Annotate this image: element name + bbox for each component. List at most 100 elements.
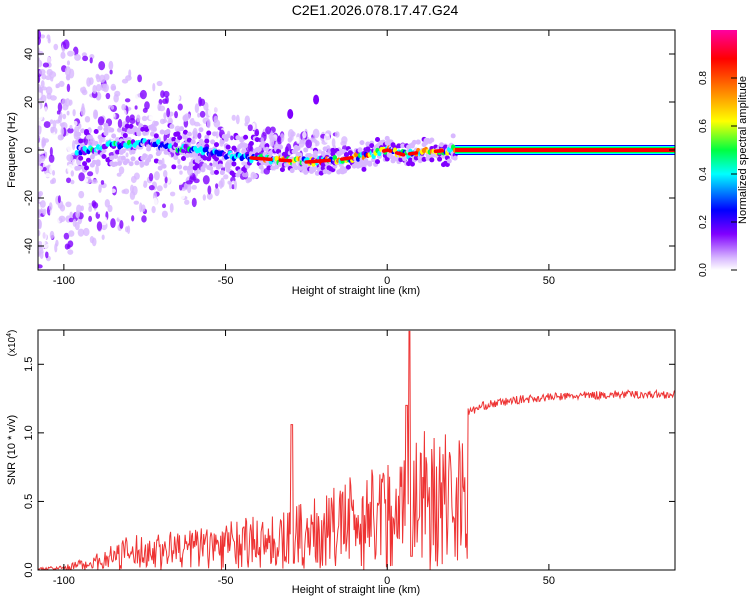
spectrogram-noise-cell [197, 132, 202, 139]
spectrogram-noise-cell [235, 114, 240, 125]
spectrogram-noise-cell [215, 183, 219, 189]
spectrogram-halo-cell [384, 156, 390, 162]
spectrogram-noise-cell [88, 215, 93, 222]
spectrogram-noise-cell [98, 60, 106, 71]
spectrogram-noise-cell [45, 75, 52, 81]
spectrogram-noise-cell [131, 185, 138, 196]
spectrogram-halo-cell [237, 169, 243, 175]
spectrogram-noise-cell [130, 175, 137, 184]
spectrogram-noise-cell [102, 83, 109, 93]
spectrogram-noise-cell [254, 128, 260, 137]
spectrogram-halo-cell [400, 143, 406, 149]
spectrogram-noise-cell [110, 105, 115, 110]
spectrogram-noise-cell [182, 114, 189, 122]
spectrogram-noise-cell [38, 68, 46, 75]
spectrogram-halo-cell [446, 158, 452, 164]
spectrogram-noise-cell [81, 103, 85, 112]
spectrogram-halo-cell [103, 131, 109, 137]
spectrogram-halo-cell [128, 123, 134, 129]
spectrogram-halo-cell [307, 152, 313, 158]
snr-x-tick-label: 0 [384, 575, 390, 587]
spectrogram-noise-cell [40, 200, 46, 208]
spectrogram-noise-cell [227, 112, 232, 118]
spectrogram-noise-cell [197, 112, 201, 118]
spectrogram-halo-cell [116, 160, 122, 166]
spectrogram-noise-cell [178, 190, 186, 200]
spectrogram-noise-cell [170, 91, 175, 98]
spectrogram-halo-cell [440, 153, 446, 159]
spectrogram-noise-cell [114, 90, 121, 97]
spectrogram-noise-cell [69, 155, 74, 162]
spectrogram-halo-cell [124, 158, 130, 164]
spectrogram-halo-cell [217, 163, 223, 169]
spectrogram-peak-cell [349, 155, 354, 160]
spectrogram-halo-cell [239, 142, 245, 148]
colorbar-gradient [711, 30, 737, 270]
spectrogram-halo-cell [76, 131, 82, 137]
spectrogram-halo-cell [177, 164, 183, 170]
spectrogram-halo-cell [173, 154, 179, 160]
spectrogram-noise-cell [52, 106, 58, 117]
spectrogram-noise-cell [57, 195, 61, 204]
spectrogram-noise-cell [277, 136, 282, 143]
spectrogram-noise-cell [118, 215, 124, 220]
spectrogram-noise-cell [61, 146, 67, 155]
spectrogram-noise-cell [129, 114, 135, 121]
spectrogram-noise-cell [152, 197, 158, 207]
spectrogram-noise-cell [159, 118, 166, 125]
spectrogram-noise-cell [87, 171, 94, 177]
spectrogram-halo-cell [312, 153, 318, 159]
spectrogram-y-tick-label: -20 [23, 190, 35, 206]
spectrogram-halo-cell [210, 139, 216, 145]
spectrogram-noise-cell [59, 122, 65, 127]
spectrogram-halo-cell [225, 144, 231, 150]
spectrogram-halo-cell [439, 142, 445, 148]
spectrogram-halo-cell [375, 136, 381, 142]
spectrogram-noise-cell [72, 108, 76, 117]
spectrogram-noise-cell [123, 109, 127, 117]
spectrogram-halo-cell [103, 126, 109, 132]
spectrogram-noise-cell [153, 93, 160, 102]
spectrogram-y-tick-label: -40 [23, 238, 35, 254]
spectrogram-noise-cell [144, 101, 150, 110]
spectrogram-noise-cell [47, 38, 51, 44]
snr-y-scale-exponent: 4 [6, 333, 13, 337]
spectrogram-noise-cell [72, 218, 77, 227]
spectrogram-halo-cell [421, 156, 427, 162]
spectrogram-halo-cell [175, 131, 181, 137]
spectrogram-noise-cell [66, 60, 71, 66]
spectrogram-noise-cell [42, 225, 48, 233]
spectrogram-noise-cell [49, 230, 55, 240]
snr-x-axis: -100 -50 0 50 [53, 330, 555, 587]
spectrogram-noise-cell [213, 119, 221, 128]
spectrogram-noise-cell [42, 167, 47, 172]
spectrogram-halo-cell [116, 127, 122, 133]
spectrogram-noise-cell [90, 179, 98, 184]
snr-y-tick-label: 0.5 [23, 494, 35, 509]
spectrogram-noise-cell [233, 180, 238, 190]
spectrogram-halo-cell [85, 157, 91, 163]
spectrogram-halo-cell [210, 170, 216, 176]
spectrogram-noise-cell [152, 83, 156, 92]
spectrogram-noise-cell [58, 80, 65, 88]
spectrogram-noise-cell [163, 112, 167, 120]
spectrogram-noise-cell [160, 90, 165, 99]
spectrogram-noise-cell [225, 162, 230, 169]
spectrogram-halo-cell [140, 126, 146, 132]
spectrogram-peak-cell [440, 148, 445, 153]
spectrogram-noise-cell [38, 218, 41, 226]
spectrogram-halo-cell [186, 137, 192, 143]
spectrogram-noise-cell [296, 136, 300, 144]
spectrogram-noise-cell [148, 205, 153, 214]
spectrogram-noise-cell [177, 103, 183, 111]
spectrogram-noise-cell [139, 89, 147, 100]
spectrogram-noise-cell [230, 135, 234, 141]
spectrogram-noise-cell [40, 94, 47, 103]
spectrogram-noise-cell [49, 165, 54, 174]
spectrogram-noise-cell [88, 68, 95, 75]
spectrogram-halo-cell [198, 139, 204, 145]
spectrogram-noise-cell [117, 64, 123, 71]
spectrogram-peak-cell [401, 153, 406, 157]
spectrogram-noise-cell [164, 157, 169, 165]
spectrogram-noise-cell [186, 183, 192, 194]
